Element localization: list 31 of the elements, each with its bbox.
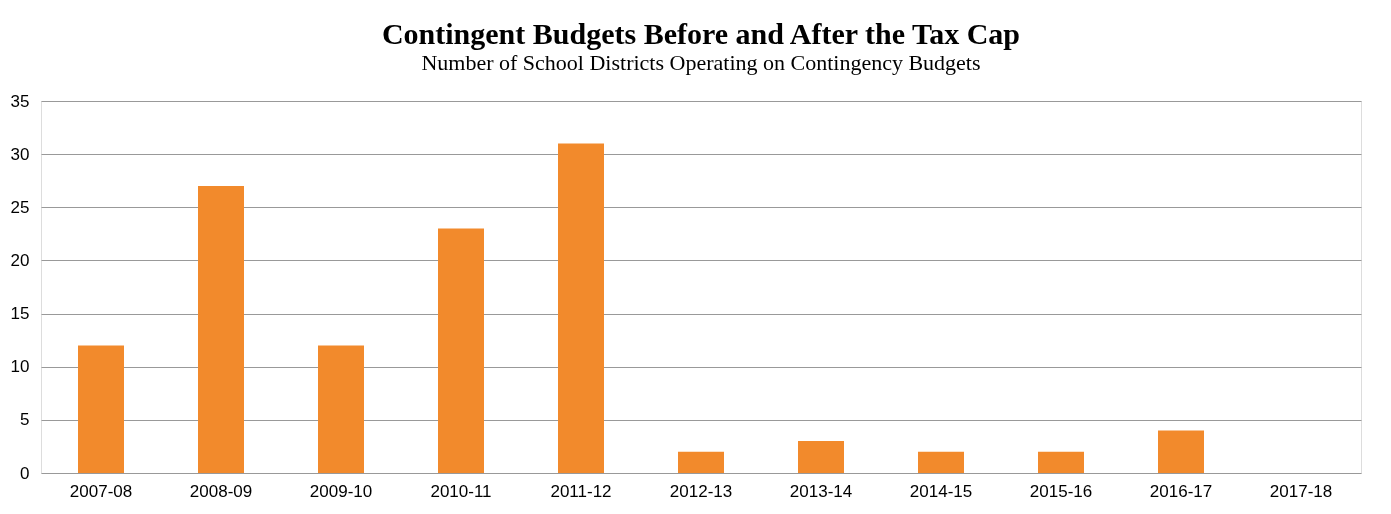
bar: [558, 143, 604, 473]
bar: [1038, 451, 1084, 473]
bar: [198, 186, 244, 473]
x-tick-label: 2013-14: [789, 481, 853, 501]
bar: [318, 345, 364, 473]
y-tick-label: 0: [20, 463, 30, 483]
y-tick-label: 35: [10, 91, 30, 111]
bar: [678, 451, 724, 473]
bar: [798, 441, 844, 473]
chart-title: Contingent Budgets Before and After the Tax Cap: [381, 17, 1021, 50]
y-tick-label: 20: [10, 250, 30, 270]
y-tick-label: 5: [20, 410, 30, 430]
chart-subtitle: Number of School Districts Operating on Contingency Budgets: [421, 50, 981, 75]
bar: [78, 345, 124, 473]
x-tick-label: 2017-18: [1269, 481, 1333, 501]
bar: [438, 228, 484, 473]
y-tick-label: 30: [10, 144, 30, 164]
bar: [1158, 430, 1204, 473]
bar: [918, 451, 964, 473]
x-tick-label: 2008-09: [189, 481, 253, 501]
x-tick-label: 2011-12: [550, 481, 612, 501]
x-tick-label: 2012-13: [669, 481, 733, 501]
x-tick-label: 2014-15: [909, 481, 973, 501]
y-tick-label: 15: [10, 304, 30, 324]
x-tick-label: 2015-16: [1029, 481, 1093, 501]
y-tick-label: 25: [10, 197, 30, 217]
x-tick-label: 2010-11: [430, 481, 492, 501]
x-tick-label: 2016-17: [1149, 481, 1213, 501]
x-tick-label: 2009-10: [309, 481, 373, 501]
x-tick-label: 2007-08: [69, 481, 133, 501]
y-tick-label: 10: [10, 357, 30, 377]
